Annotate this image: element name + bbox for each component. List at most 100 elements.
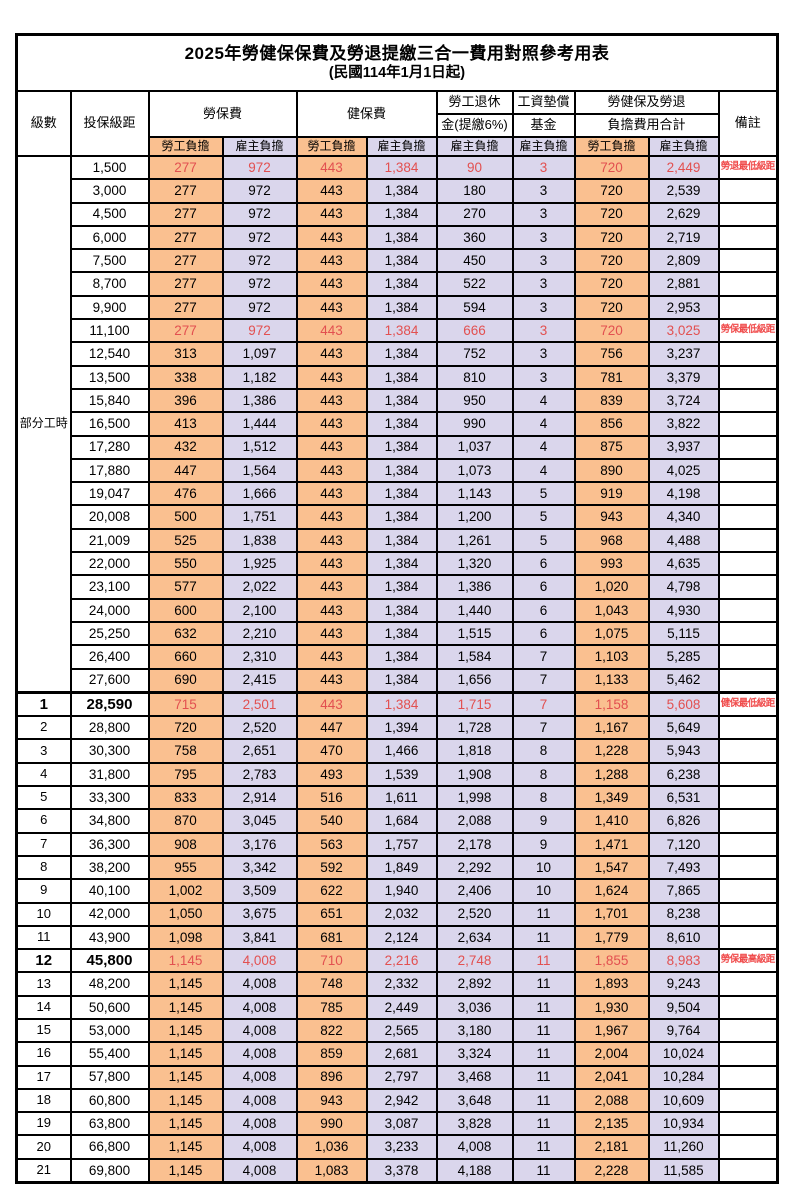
cell-remark: [717, 248, 779, 274]
cell-labor-employer: 1,444: [221, 411, 298, 437]
cell-labor-employee: 277: [147, 178, 224, 204]
col-header-wage-fund-line1: 工資墊償: [511, 90, 576, 115]
cell-health-employee: 896: [295, 1064, 368, 1090]
cell-labor-employer: 2,310: [221, 644, 298, 670]
cell-health-employee: 443: [295, 154, 368, 181]
cell-health-employer: 1,384: [365, 411, 438, 437]
cell-bracket: 12,540: [69, 341, 150, 367]
cell-level: 2: [15, 715, 72, 741]
cell-labor-employer: 4,008: [221, 1134, 298, 1160]
cell-health-employee: 516: [295, 785, 368, 811]
cell-pension-employer: 2,292: [435, 854, 514, 881]
cell-health-employer: 3,233: [365, 1134, 438, 1160]
cell-total-employee: 1,779: [573, 924, 650, 951]
cell-labor-employer: 3,342: [221, 854, 298, 881]
cell-wage-fund-employer: 8: [511, 761, 576, 788]
cell-labor-employee: 313: [147, 341, 224, 367]
table-row: 4,500 277 972 443 1,384 270 3 720 2,629: [17, 201, 779, 227]
cell-total-employee: 856: [573, 411, 650, 437]
cell-labor-employer: 4,008: [221, 1111, 298, 1137]
cell-health-employer: 1,384: [365, 248, 438, 274]
cell-health-employee: 651: [295, 901, 368, 927]
cell-labor-employee: 277: [147, 224, 224, 251]
cell-labor-employer: 1,925: [221, 551, 298, 577]
cell-bracket: 57,800: [69, 1064, 150, 1090]
cell-labor-employer: 2,210: [221, 620, 298, 647]
cell-remark: [717, 644, 779, 670]
col-header-level: 級數: [15, 90, 72, 157]
cell-pension-employer: 522: [435, 271, 514, 297]
cell-labor-employee: 795: [147, 761, 224, 788]
header-row-shares: 勞工負擔 雇主負擔 勞工負擔 雇主負擔 雇主負擔 雇主負擔 勞工負擔 雇主負擔: [17, 136, 778, 157]
cell-wage-fund-employer: 3: [511, 248, 576, 274]
cell-total-employer: 2,809: [647, 248, 720, 274]
cell-pension-employer: 1,037: [435, 434, 514, 460]
cell-remark: [717, 831, 779, 857]
cell-wage-fund-employer: 6: [511, 597, 576, 623]
table-row: 5 33,300 833 2,914 516 1,611 1,998 8 1,349 6,531: [15, 785, 779, 811]
cell-level: 8: [15, 854, 72, 881]
cell-total-employer: 9,243: [647, 971, 720, 997]
cell-health-employee: 443: [295, 224, 368, 251]
cell-remark: [717, 785, 779, 811]
cell-remark: [717, 411, 779, 437]
cell-labor-employee: 500: [147, 504, 224, 530]
cell-remark: [717, 667, 779, 694]
cell-bracket: 53,000: [69, 1017, 150, 1044]
header-row-groups-line2: 金(提繳6%) 基金 負擔費用合計: [17, 113, 778, 138]
cell-remark: 勞退最低級距: [717, 154, 779, 181]
col-header-wage-fund-line2: 基金: [511, 113, 576, 138]
cell-total-employer: 6,531: [647, 785, 720, 811]
cell-total-employer: 5,462: [647, 667, 720, 694]
cell-health-employee: 443: [295, 387, 368, 414]
cell-total-employer: 8,238: [647, 901, 720, 927]
cell-total-employer: 3,822: [647, 411, 720, 437]
cell-wage-fund-employer: 11: [511, 971, 576, 997]
cell-wage-fund-employer: 5: [511, 504, 576, 530]
cell-health-employer: 2,216: [365, 948, 438, 974]
cell-health-employer: 1,384: [365, 434, 438, 460]
cell-bracket: 6,000: [69, 224, 150, 251]
cell-health-employee: 785: [295, 994, 368, 1020]
cell-pension-employer: 1,818: [435, 738, 514, 764]
cell-remark: [717, 178, 779, 204]
cell-remark: 勞保最高級距: [717, 948, 779, 974]
cell-health-employee: 592: [295, 854, 368, 881]
cell-bracket: 26,400: [69, 644, 150, 670]
cell-wage-fund-employer: 11: [511, 994, 576, 1020]
cell-total-employee: 1,075: [573, 620, 650, 647]
cell-total-employee: 2,088: [573, 1087, 650, 1114]
cell-health-employer: 1,384: [365, 574, 438, 600]
cell-labor-employer: 1,386: [221, 387, 298, 414]
cell-labor-employee: 1,145: [147, 1041, 224, 1067]
cell-wage-fund-employer: 11: [511, 901, 576, 927]
table-row: 9 40,100 1,002 3,509 622 1,940 2,406 10 1,624 7,8…: [15, 878, 779, 904]
cell-wage-fund-employer: 11: [511, 948, 576, 974]
cell-health-employer: 3,378: [365, 1157, 438, 1184]
cell-remark: [717, 294, 779, 321]
cell-health-employer: 1,384: [365, 551, 438, 577]
cell-labor-employer: 972: [221, 318, 298, 344]
cell-health-employee: 443: [295, 597, 368, 623]
cell-pension-employer: 666: [435, 318, 514, 344]
table-row: 4 31,800 795 2,783 493 1,539 1,908 8 1,288 6,238: [15, 761, 779, 788]
cell-total-employer: 4,488: [647, 527, 720, 554]
cell-health-employer: 1,384: [365, 178, 438, 204]
cell-pension-employer: 2,748: [435, 948, 514, 974]
cell-remark: [717, 1041, 779, 1067]
cell-remark: [717, 994, 779, 1020]
cell-labor-employee: 660: [147, 644, 224, 670]
cell-pension-employer: 2,088: [435, 808, 514, 834]
cell-labor-employee: 1,145: [147, 948, 224, 974]
cell-labor-employee: 525: [147, 527, 224, 554]
cell-health-employee: 443: [295, 667, 368, 694]
cell-health-employee: 470: [295, 738, 368, 764]
cell-pension-employer: 2,178: [435, 831, 514, 857]
cell-health-employer: 2,565: [365, 1017, 438, 1044]
cell-health-employee: 443: [295, 481, 368, 507]
table-row: 3 30,300 758 2,651 470 1,466 1,818 8 1,228 5,943: [15, 738, 779, 764]
cell-total-employer: 3,379: [647, 364, 720, 390]
cell-bracket: 19,047: [69, 481, 150, 507]
col-header-pension-line1: 勞工退休: [435, 90, 514, 115]
cell-pension-employer: 90: [435, 154, 514, 181]
